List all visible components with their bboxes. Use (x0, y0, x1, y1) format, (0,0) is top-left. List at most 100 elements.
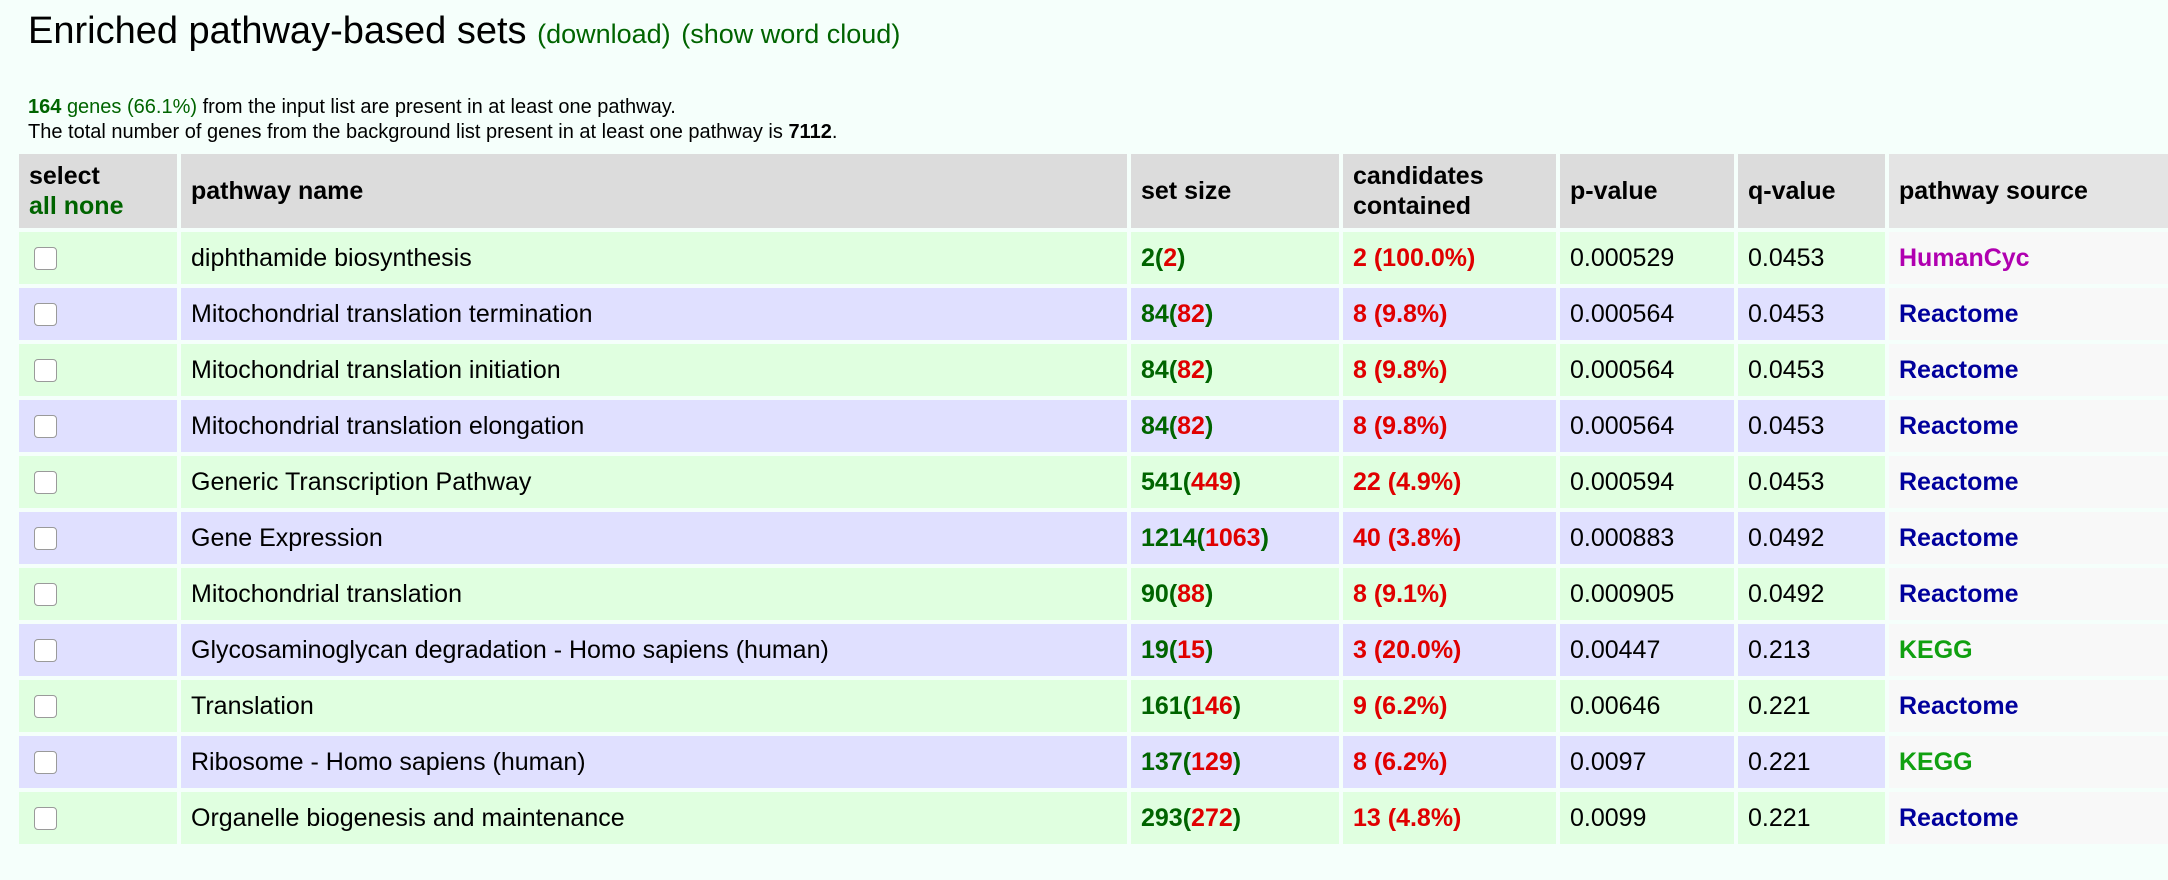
pathway-name-cell[interactable]: diphthamide biosynthesis (181, 232, 1127, 284)
header-set-size[interactable]: set size (1131, 154, 1339, 228)
pathway-name-cell[interactable]: Mitochondrial translation initiation (181, 344, 1127, 396)
row-checkbox[interactable] (34, 359, 57, 383)
p-value-cell: 0.000564 (1560, 288, 1734, 340)
set-size-background-value: 449 (1191, 467, 1233, 496)
p-value-cell: 0.0097 (1560, 736, 1734, 788)
set-size-close-paren: ) (1232, 803, 1242, 832)
header-candidates-line1: candidates (1353, 162, 1484, 190)
set-size-value: 161 (1141, 691, 1183, 720)
header-p-value[interactable]: p-value (1560, 154, 1734, 228)
candidates-cell[interactable]: 8 (9.8%) (1343, 288, 1556, 340)
candidates-cell[interactable]: 8 (9.8%) (1343, 344, 1556, 396)
header-candidates[interactable]: candidates contained (1343, 154, 1556, 228)
table-row: Organelle biogenesis and maintenance 293(… (19, 792, 2168, 844)
row-checkbox[interactable] (34, 583, 57, 607)
pathway-name-cell[interactable]: Organelle biogenesis and maintenance (181, 792, 1127, 844)
select-all-link[interactable]: all (29, 192, 57, 220)
row-checkbox[interactable] (34, 415, 57, 439)
row-checkbox[interactable] (34, 695, 57, 719)
pathway-name-cell[interactable]: Glycosaminoglycan degradation - Homo sap… (181, 624, 1127, 676)
pathway-source-cell[interactable]: Reactome (1889, 344, 2168, 396)
candidates-cell[interactable]: 22 (4.9%) (1343, 456, 1556, 508)
set-size-close-paren: ) (1232, 747, 1242, 776)
pathway-source-cell[interactable]: Reactome (1889, 400, 2168, 452)
table-row: Mitochondrial translation 90(88) 8 (9.1%) 0… (19, 568, 2168, 620)
pathway-source-cell[interactable]: KEGG (1889, 624, 2168, 676)
p-value-cell: 0.000564 (1560, 400, 1734, 452)
pathway-source-cell[interactable]: Reactome (1889, 512, 2168, 564)
set-size-close-paren: ) (1204, 299, 1214, 328)
set-size-value: 541 (1141, 467, 1183, 496)
candidates-cell[interactable]: 8 (9.1%) (1343, 568, 1556, 620)
table-row: Ribosome - Homo sapiens (human) 137(129) 8… (19, 736, 2168, 788)
pathway-source-cell[interactable]: Reactome (1889, 456, 2168, 508)
header-pathway-source[interactable]: pathway source (1889, 154, 2168, 228)
p-value-cell: 0.000529 (1560, 232, 1734, 284)
set-size-cell: 84(82) (1131, 400, 1339, 452)
pathway-source-cell[interactable]: Reactome (1889, 288, 2168, 340)
row-checkbox[interactable] (34, 751, 57, 775)
q-value-cell: 0.0453 (1738, 456, 1885, 508)
row-checkbox[interactable] (34, 527, 57, 551)
p-value-cell: 0.000564 (1560, 344, 1734, 396)
header-q-value[interactable]: q-value (1738, 154, 1885, 228)
set-size-value: 84 (1141, 355, 1169, 384)
set-size-background-value: 82 (1177, 411, 1205, 440)
pathway-name-cell[interactable]: Mitochondrial translation elongation (181, 400, 1127, 452)
pathway-source-cell[interactable]: Reactome (1889, 568, 2168, 620)
pathway-name-cell[interactable]: Ribosome - Homo sapiens (human) (181, 736, 1127, 788)
select-cell (19, 736, 177, 788)
candidates-cell[interactable]: 8 (9.8%) (1343, 400, 1556, 452)
row-checkbox[interactable] (34, 639, 57, 663)
set-size-cell: 90(88) (1131, 568, 1339, 620)
table-row: Glycosaminoglycan degradation - Homo sap… (19, 624, 2168, 676)
summary-line-1: 164 genes (66.1%) from the input list ar… (28, 95, 837, 120)
candidates-cell[interactable]: 9 (6.2%) (1343, 680, 1556, 732)
gene-percent: (66.1%) (127, 96, 198, 118)
table-row: Generic Transcription Pathway 541(449) 22 … (19, 456, 2168, 508)
pathway-name-cell[interactable]: Mitochondrial translation (181, 568, 1127, 620)
table-row: Mitochondrial translation initiation 84(8… (19, 344, 2168, 396)
set-size-cell: 293(272) (1131, 792, 1339, 844)
set-size-open-paren: ( (1168, 355, 1178, 384)
show-word-cloud-link[interactable]: (show word cloud) (681, 19, 901, 49)
set-size-open-paren: ( (1168, 579, 1178, 608)
set-size-background-value: 88 (1177, 579, 1205, 608)
pathway-source-cell[interactable]: HumanCyc (1889, 232, 2168, 284)
row-checkbox[interactable] (34, 303, 57, 327)
q-value-cell: 0.0453 (1738, 344, 1885, 396)
table-header-row: select all none pathway name set size ca… (19, 154, 2168, 228)
pathway-name-cell[interactable]: Gene Expression (181, 512, 1127, 564)
pathway-name-cell[interactable]: Translation (181, 680, 1127, 732)
pathway-source-cell[interactable]: KEGG (1889, 736, 2168, 788)
pathway-source-cell[interactable]: Reactome (1889, 792, 2168, 844)
set-size-value: 84 (1141, 299, 1169, 328)
q-value-cell: 0.221 (1738, 736, 1885, 788)
candidates-cell[interactable]: 2 (100.0%) (1343, 232, 1556, 284)
set-size-cell: 2(2) (1131, 232, 1339, 284)
header-pathway-name[interactable]: pathway name (181, 154, 1127, 228)
candidates-cell[interactable]: 13 (4.8%) (1343, 792, 1556, 844)
set-size-background-value: 129 (1191, 747, 1233, 776)
candidates-cell[interactable]: 3 (20.0%) (1343, 624, 1556, 676)
row-checkbox[interactable] (34, 247, 57, 271)
select-cell (19, 400, 177, 452)
set-size-value: 137 (1141, 747, 1183, 776)
row-checkbox[interactable] (34, 807, 57, 831)
genes-word: genes (66, 96, 122, 118)
download-link[interactable]: (download) (537, 19, 671, 49)
table-row: Translation 161(146) 9 (6.2%) 0.00646 0.221 R… (19, 680, 2168, 732)
pathway-name-cell[interactable]: Mitochondrial translation termination (181, 288, 1127, 340)
candidates-cell[interactable]: 8 (6.2%) (1343, 736, 1556, 788)
set-size-value: 293 (1141, 803, 1183, 832)
set-size-background-value: 82 (1177, 355, 1205, 384)
pathway-table: select all none pathway name set size ca… (15, 150, 2168, 848)
candidates-cell[interactable]: 40 (3.8%) (1343, 512, 1556, 564)
select-none-link[interactable]: none (63, 192, 124, 220)
select-cell (19, 344, 177, 396)
row-checkbox[interactable] (34, 471, 57, 495)
pathway-name-cell[interactable]: Generic Transcription Pathway (181, 456, 1127, 508)
pathway-source-cell[interactable]: Reactome (1889, 680, 2168, 732)
table-row: Mitochondrial translation termination 84(… (19, 288, 2168, 340)
q-value-cell: 0.0492 (1738, 568, 1885, 620)
